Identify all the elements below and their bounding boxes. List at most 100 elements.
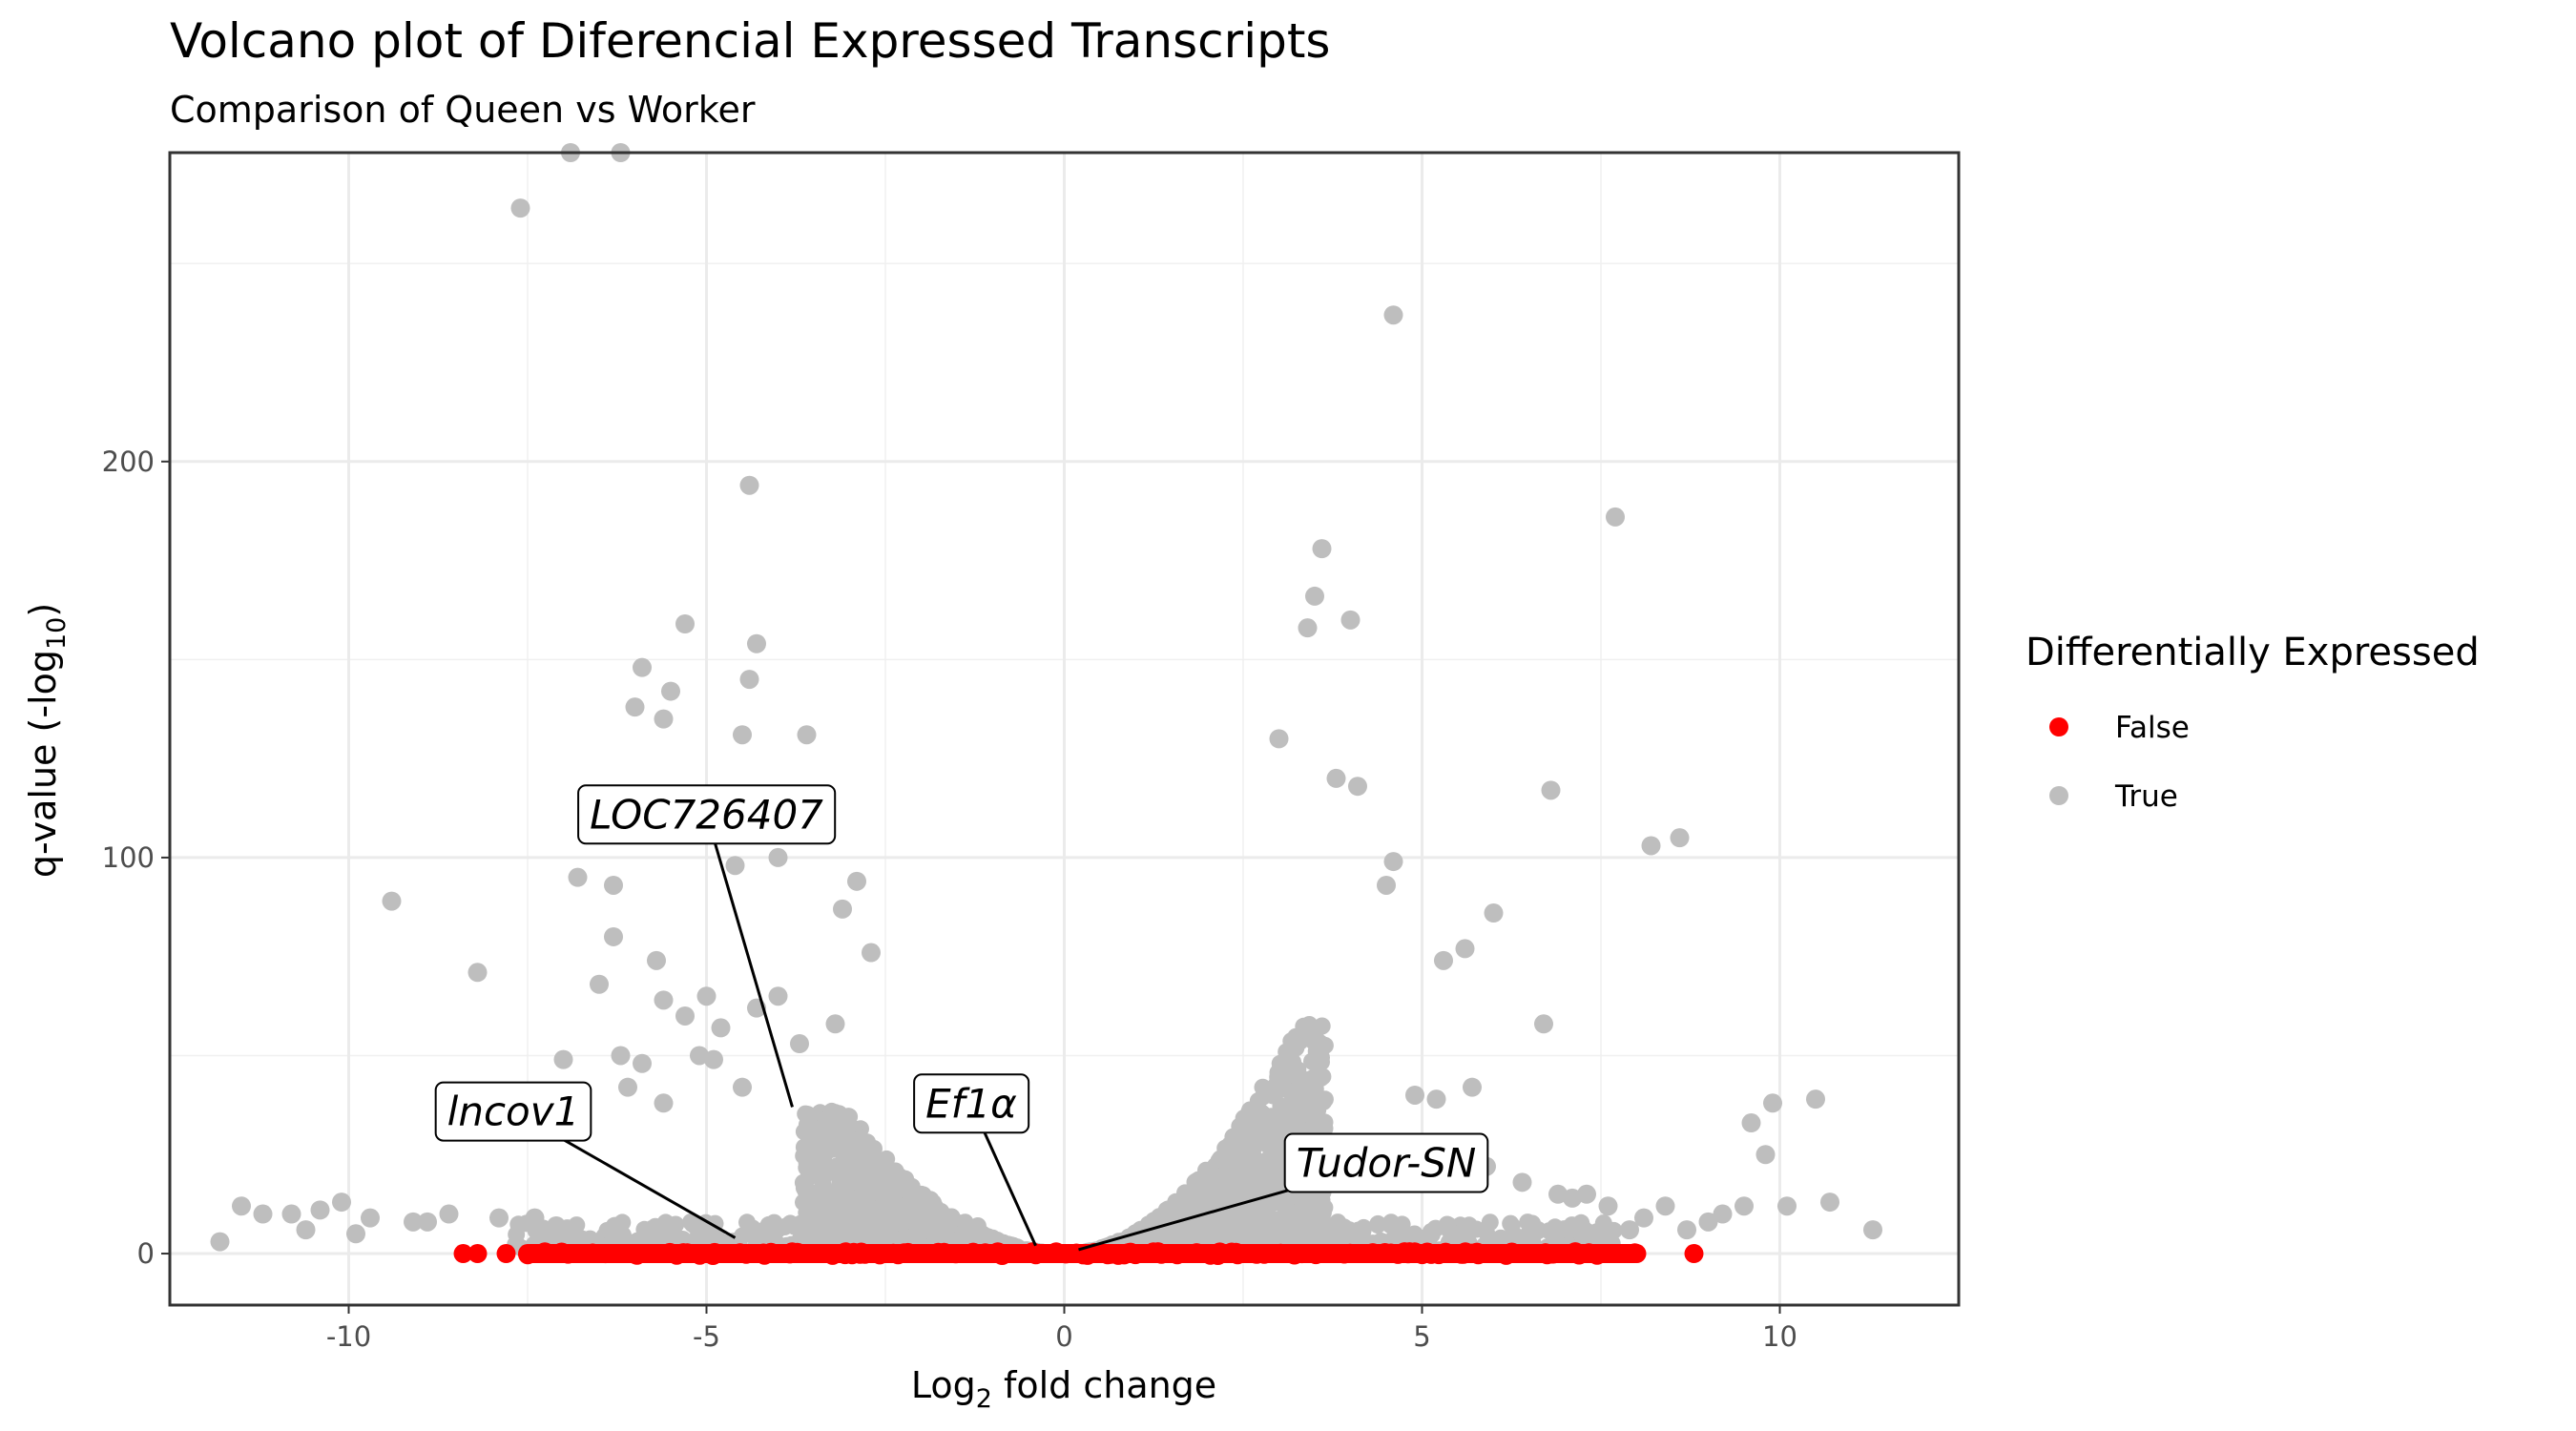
point-true [604,875,623,895]
point-true [1677,1220,1696,1240]
density-point [795,1138,813,1156]
point-true [1741,1113,1761,1133]
point-false [1612,1244,1632,1264]
point-false [969,1244,989,1263]
point-true [633,1053,652,1073]
density-point [1299,1070,1318,1089]
point-true [625,697,645,717]
point-true [725,856,745,876]
point-false [779,1244,800,1264]
point-true [1820,1192,1839,1213]
density-point [864,1214,883,1233]
annotation-label: LOC726407 [590,791,823,838]
point-false [1340,1243,1361,1263]
density-point [1285,1109,1303,1127]
point-true [768,986,788,1006]
density-point [851,1194,869,1213]
density-point [865,1140,883,1157]
density-point [1268,1133,1286,1151]
y-tick-label: 0 [137,1237,155,1270]
point-true [1484,903,1504,923]
point-true [1735,1196,1754,1216]
point-true [404,1212,423,1232]
point-true [704,1049,723,1069]
point-false [1222,1242,1241,1262]
point-true [1512,1172,1532,1192]
point-false [1462,1243,1482,1263]
point-true [661,681,680,701]
point-true [310,1200,330,1220]
annotation-label: Ef1α [925,1080,1017,1127]
density-point [509,1215,528,1234]
density-point [1269,1064,1287,1082]
point-true [862,943,881,963]
density-point [797,1178,815,1196]
legend-label-false: False [2115,711,2190,745]
point-true [1455,939,1475,959]
density-point [1235,1110,1253,1128]
point-true [332,1192,351,1213]
point-true [847,871,866,891]
density-point [1249,1155,1267,1173]
x-tick-label: -10 [326,1320,371,1353]
density-point [911,1186,929,1204]
point-true [547,1215,566,1235]
point-true [525,1208,545,1228]
point-true [253,1204,273,1224]
point-true [654,990,674,1010]
y-tick-label: 100 [102,841,155,874]
density-point [1341,1225,1360,1242]
point-true [1434,950,1453,970]
y-tick-label: 200 [102,446,155,478]
point-true [1548,1184,1568,1204]
density-point [1316,1113,1334,1131]
point-true [1598,1196,1618,1216]
density-point [1295,1017,1313,1035]
x-axis-title: Log2 fold change [911,1364,1216,1414]
point-true [568,867,588,887]
point-true [1698,1212,1718,1232]
density-point [1275,1221,1293,1239]
point-false [467,1244,488,1264]
point-false [1400,1242,1420,1262]
density-point [821,1189,838,1207]
point-true [825,1014,845,1034]
point-false [1126,1245,1146,1265]
point-true [711,1018,731,1038]
point-true [1463,1077,1482,1097]
point-false [855,1244,875,1264]
density-point [851,1172,869,1190]
density-point [1478,1224,1495,1242]
point-true [1777,1196,1797,1216]
point-true [675,1006,695,1026]
density-point [809,1213,827,1232]
annotation-leader [705,813,794,1108]
point-true [733,725,752,745]
x-axis: -10 -5 0 5 10 [326,1305,1797,1353]
annotation: LOC726407 [577,784,837,1108]
point-false [1579,1243,1599,1263]
point-true [690,1046,709,1066]
point-true [675,613,695,633]
point-true [418,1212,437,1232]
density-point [841,1130,859,1148]
point-true [1641,836,1661,856]
density-point [1223,1227,1241,1245]
point-false [935,1243,955,1263]
point-false [1247,1244,1267,1264]
density-point [800,1163,818,1181]
point-true [382,891,402,911]
density-point [1369,1216,1387,1234]
point-true [1340,610,1361,630]
density-point [643,1219,661,1237]
point-true [1655,1196,1675,1216]
point-false [535,1242,555,1262]
point-true [210,1232,230,1252]
y-axis: 0 100 200 [102,446,170,1270]
point-true [1269,729,1289,749]
annotation-label: Tudor-SN [1297,1140,1477,1187]
density-point [866,1164,884,1182]
point-true [1620,1220,1639,1240]
x-tick-label: 5 [1413,1320,1430,1353]
annotation-box [434,1081,592,1142]
